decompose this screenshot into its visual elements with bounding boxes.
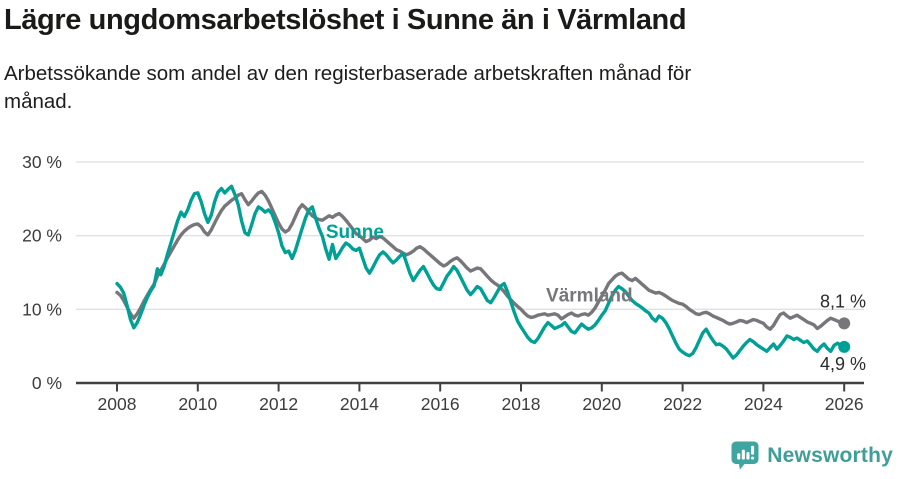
subtitle-line-1: Arbetssökande som andel av den registerb… xyxy=(4,62,692,85)
series-label-sunne: Sunne xyxy=(326,222,384,243)
y-tick-label: 0 % xyxy=(32,373,62,393)
x-tick-label: 2014 xyxy=(340,394,379,414)
subtitle-line-2: månad. xyxy=(4,90,73,113)
x-tick-label: 2024 xyxy=(744,394,783,414)
page-title: Lägre ungdomsarbetslöshet i Sunne än i V… xyxy=(4,4,687,36)
newsworthy-logo-icon xyxy=(731,441,759,470)
y-tick-label: 10 % xyxy=(22,299,62,319)
x-tick-label: 2016 xyxy=(421,394,460,414)
series-line-varmland xyxy=(115,189,846,331)
x-tick-label: 2022 xyxy=(663,394,702,414)
chart-subtitle: Arbetssökande som andel av den registerb… xyxy=(4,60,896,116)
x-tick-label: 2010 xyxy=(178,394,217,414)
y-tick-label: 30 % xyxy=(22,152,62,172)
x-tick-label: 2012 xyxy=(259,394,298,414)
end-value-label-sunne: 4,9 % xyxy=(820,354,866,374)
series-line-sunne xyxy=(115,184,846,360)
header: Lägre ungdomsarbetslöshet i Sunne än i V… xyxy=(0,0,896,116)
x-tick-label: 2018 xyxy=(502,394,541,414)
x-tick-label: 2008 xyxy=(98,394,137,414)
footer-brand: Newsworthy xyxy=(731,441,893,470)
x-tick-label: 2020 xyxy=(582,394,621,414)
end-value-label-varmland: 8,1 % xyxy=(820,291,866,311)
endpoint-dot-sunne xyxy=(838,340,851,353)
y-tick-label: 20 % xyxy=(22,226,62,246)
x-tick-label: 2026 xyxy=(825,394,864,414)
brand-name: Newsworthy xyxy=(767,443,893,467)
endpoint-dot-varmland xyxy=(838,317,851,330)
series-label-varmland: Värmland xyxy=(546,286,633,307)
